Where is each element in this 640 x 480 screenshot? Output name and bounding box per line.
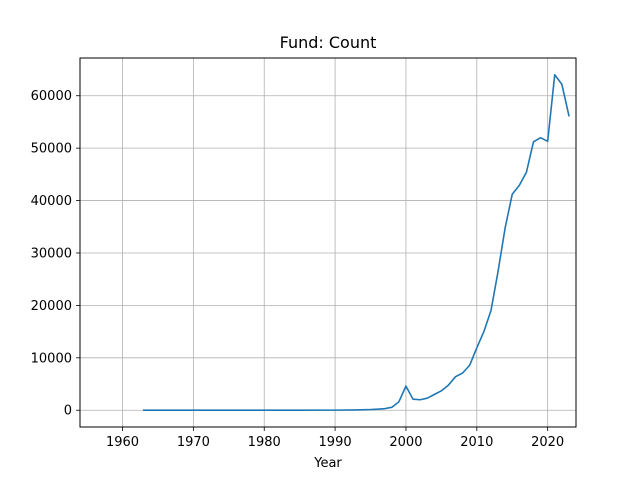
x-tick-label: 1970 [177, 435, 210, 450]
x-tick-label: 1960 [106, 435, 139, 450]
y-tick-label: 10000 [31, 351, 72, 366]
grid-lines [80, 58, 576, 427]
x-axis-label: Year [313, 456, 342, 471]
data-series [142, 73, 570, 412]
y-tick-label: 30000 [31, 246, 72, 261]
x-tick-label: 2010 [460, 435, 493, 450]
y-tick-label: 60000 [31, 89, 72, 104]
y-tick-label: 0 [64, 404, 72, 419]
x-tick-label: 1990 [319, 435, 352, 450]
x-tick-label: 2020 [531, 435, 564, 450]
x-tick-label: 1980 [248, 435, 281, 450]
x-tick-label: 2000 [389, 435, 422, 450]
series-line [142, 73, 570, 412]
chart-title: Fund: Count [280, 33, 377, 52]
y-tick-label: 40000 [31, 194, 72, 209]
y-tick-label: 20000 [31, 299, 72, 314]
plot-frame [79, 57, 577, 428]
axis-ticks: 1960 1970 1980 1990 2000 2010 2020 0 10000 20000 3… [31, 89, 565, 450]
y-tick-label: 50000 [31, 142, 72, 157]
